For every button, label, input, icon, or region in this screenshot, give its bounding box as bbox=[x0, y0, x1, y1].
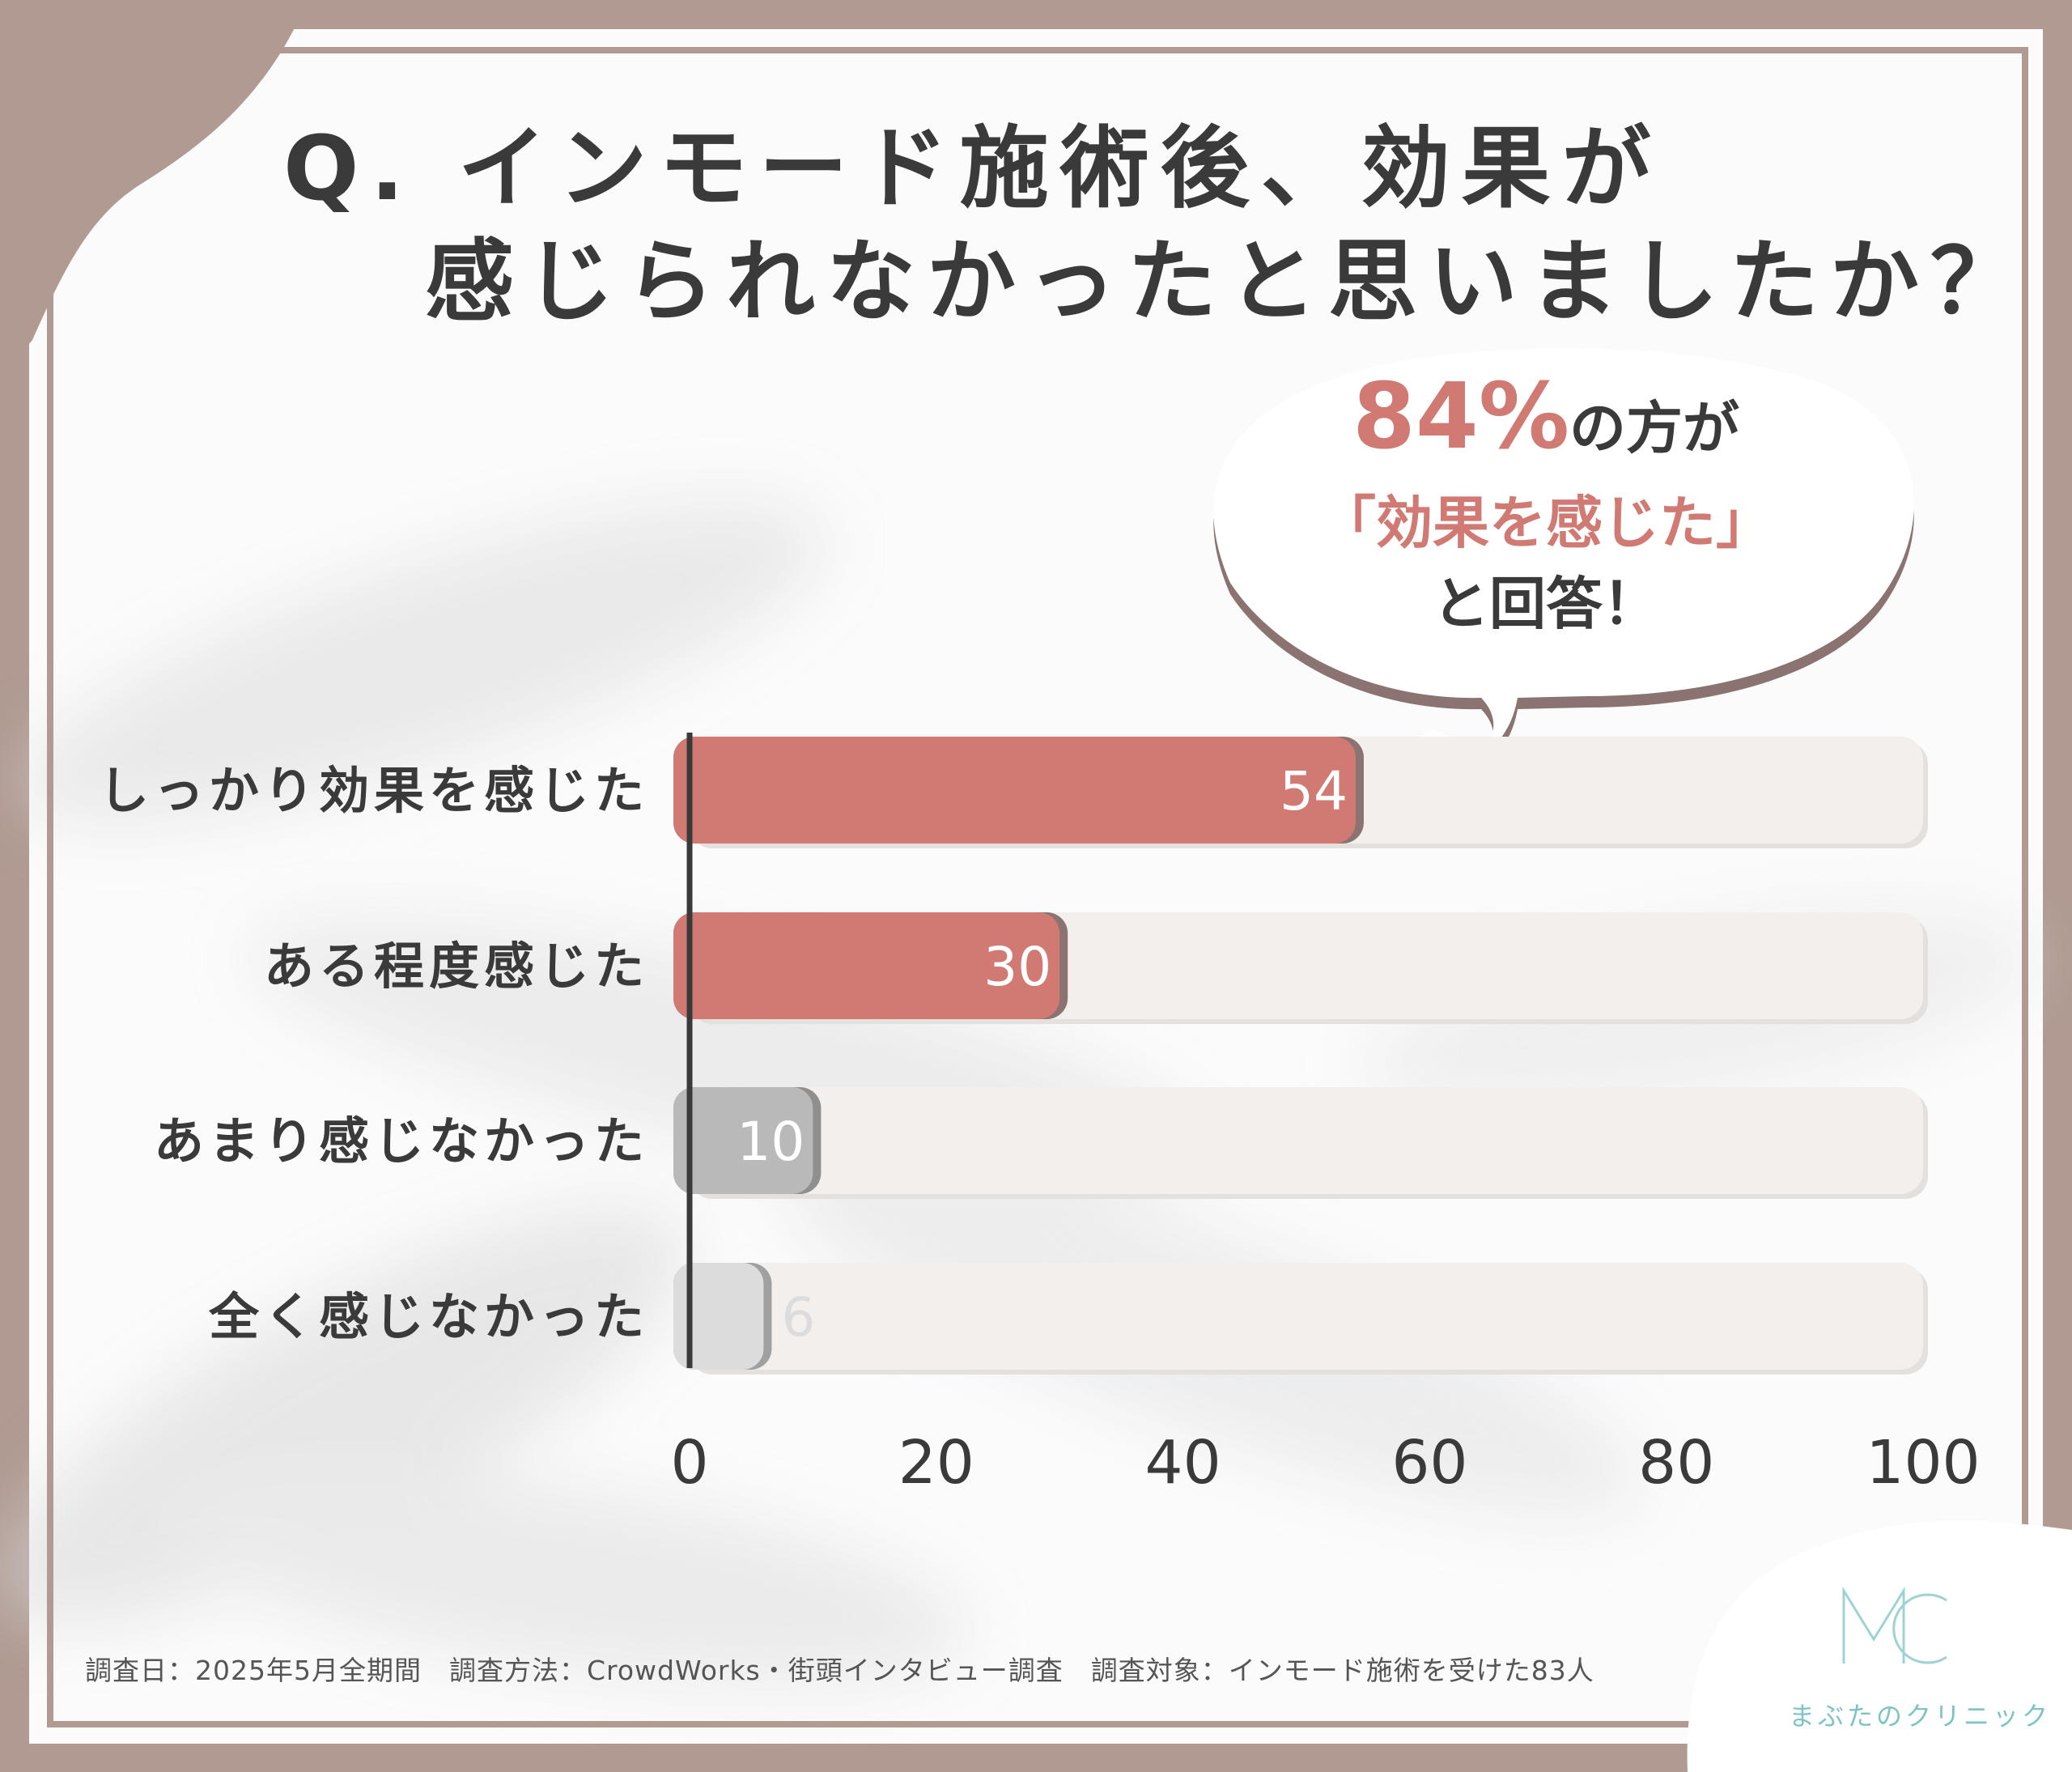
callout-line-3: と回答！ bbox=[1433, 571, 1659, 637]
category-label: しっかり効果を感じた bbox=[99, 761, 649, 820]
callout-line-1-rest: の方が bbox=[1569, 395, 1740, 461]
survey-date: 調査日：2025年5月全期間 bbox=[85, 1655, 422, 1686]
bar-value-label: 54 bbox=[1280, 760, 1348, 822]
category-label: 全く感じなかった bbox=[208, 1287, 649, 1346]
survey-footnote: 調査日：2025年5月全期間 調査方法：CrowdWorks・街頭インタビュー調査… bbox=[85, 1649, 1622, 1688]
corner-blob-decoration bbox=[0, 0, 308, 356]
question-title-line-1: Q. インモード施術後、効果が bbox=[283, 117, 1662, 220]
bar-value-label: 30 bbox=[983, 936, 1051, 998]
x-tick-label: 20 bbox=[898, 1428, 974, 1498]
bar-track bbox=[690, 1263, 1923, 1370]
callout-line-1: 84%の方が bbox=[1190, 364, 1902, 470]
bar bbox=[673, 1087, 813, 1194]
bar bbox=[673, 737, 1356, 844]
x-tick-label: 40 bbox=[1145, 1428, 1221, 1498]
callout-percent: 84% bbox=[1352, 364, 1570, 470]
survey-method: 調査方法：CrowdWorks・街頭インタビュー調査 bbox=[448, 1655, 1064, 1686]
survey-target: 調査対象：インモード施術を受けた83人 bbox=[1090, 1655, 1594, 1686]
category-label: あまり感じなかった bbox=[154, 1111, 649, 1171]
x-tick-label: 60 bbox=[1391, 1428, 1467, 1498]
category-label: ある程度感じた bbox=[264, 937, 649, 996]
x-tick-label: 100 bbox=[1866, 1428, 1980, 1498]
bar-value-label: 10 bbox=[737, 1111, 805, 1173]
bar-track bbox=[690, 1087, 1923, 1194]
bar-value-label: 6 bbox=[781, 1286, 815, 1349]
question-title-line-2: 感じられなかったと思いましたか？ bbox=[425, 230, 2031, 334]
callout-line-2: 「効果を感じた」 bbox=[1319, 490, 1773, 556]
clinic-logo-icon bbox=[1842, 1586, 1947, 1664]
clinic-name: まぶたのクリニック bbox=[1789, 1701, 2052, 1732]
speech-bubble bbox=[1213, 348, 1914, 757]
bar bbox=[673, 1263, 764, 1370]
x-tick-label: 0 bbox=[670, 1428, 708, 1498]
logo-blob-decoration bbox=[1687, 1520, 2072, 1772]
bar bbox=[673, 912, 1060, 1019]
x-tick-label: 80 bbox=[1638, 1428, 1714, 1498]
